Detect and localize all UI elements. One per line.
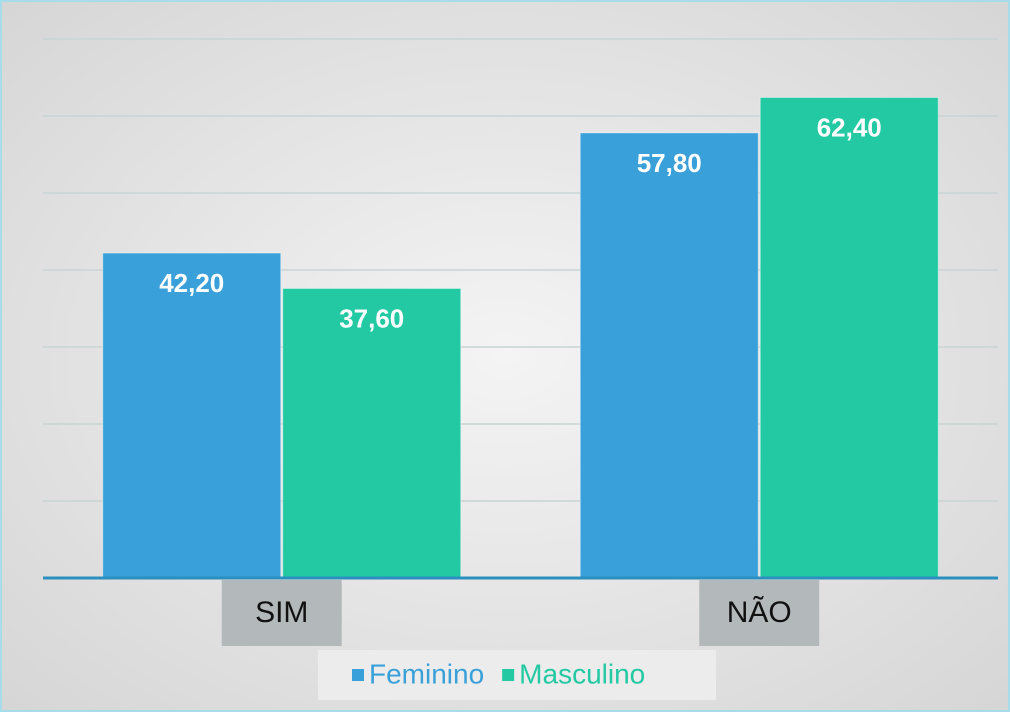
legend-swatch <box>352 669 364 681</box>
data-label: 37,60 <box>339 303 404 333</box>
bar <box>282 287 462 579</box>
legend-swatch <box>502 669 515 681</box>
legend-box <box>318 650 716 700</box>
category-box <box>221 580 342 646</box>
bar <box>102 252 282 579</box>
legend-label: Feminino <box>369 658 484 689</box>
data-label: 42,20 <box>159 268 224 298</box>
data-label: 62,40 <box>817 112 882 142</box>
bar <box>579 132 759 579</box>
x-tick-label: SIM <box>255 596 308 629</box>
legend-label: Masculino <box>519 658 645 689</box>
bar <box>759 97 939 579</box>
data-label: 57,80 <box>637 148 702 178</box>
category-box <box>699 580 820 646</box>
x-tick-label: NÃO <box>727 595 792 629</box>
